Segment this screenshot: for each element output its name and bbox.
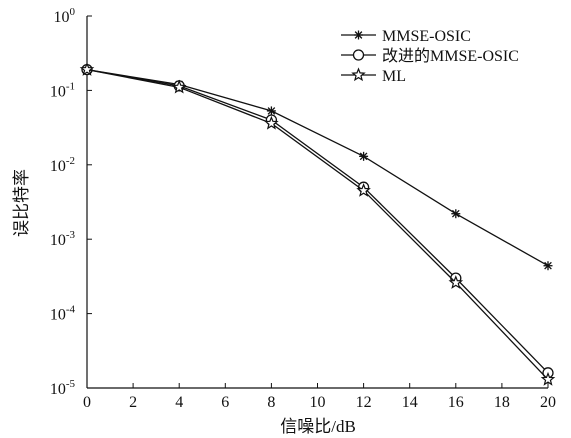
y-axis-label: 误比特率 [12, 169, 31, 237]
y-tick-label: 10-5 [50, 378, 76, 398]
star-marker-shape [448, 275, 464, 289]
x-tick-label: 20 [540, 394, 556, 411]
x-tick-label: 8 [267, 394, 275, 411]
asterisk-marker [354, 30, 363, 40]
star-marker-shape [356, 182, 371, 197]
series-line [86, 69, 549, 267]
ticks: 0 2 4 6 8 10 12 14 16 18 20 100 10-1 10-2 10-3 10-4 10-5 [50, 6, 556, 411]
y-tick-label: 10-4 [50, 304, 76, 324]
star-marker-shape [540, 371, 556, 386]
star-marker-shape [171, 79, 187, 94]
asterisk-stroke [544, 261, 552, 270]
x-tick-label: 18 [494, 394, 510, 411]
asterisk-marker [266, 106, 276, 116]
star-marker [448, 275, 464, 289]
star-marker [540, 371, 556, 386]
legend-entry: 改进的MMSE-OSIC [341, 47, 519, 65]
star-marker [79, 62, 95, 76]
legend-entry: ML [341, 67, 406, 85]
x-tick-label: 6 [221, 394, 229, 411]
asterisk-marker [359, 151, 369, 161]
x-tick-label: 16 [448, 394, 464, 411]
asterisk-stroke [354, 31, 363, 39]
axes [86, 16, 548, 389]
y-tick-label: 10-3 [50, 229, 76, 249]
x-axis-label: 信噪比/dB [280, 417, 356, 436]
y-tick-label: 10-1 [50, 80, 75, 100]
circle-marker-shape [352, 49, 365, 61]
series-line [86, 69, 549, 374]
star-marker [351, 67, 366, 82]
x-tick-label: 12 [356, 394, 372, 411]
asterisk-marker [543, 261, 553, 271]
star-marker [264, 115, 279, 130]
series [79, 62, 556, 386]
series-1 [82, 65, 553, 271]
circle-marker [352, 49, 365, 61]
star-marker [356, 182, 371, 197]
legend: MMSE-OSIC 改进的MMSE-OSIC ML [341, 28, 519, 85]
star-marker-shape [264, 115, 279, 130]
asterisk-stroke [451, 209, 460, 218]
series-2 [81, 64, 554, 379]
y-tick-label: 10-2 [50, 155, 75, 175]
star-marker [171, 79, 187, 94]
series-3 [79, 62, 556, 386]
x-tick-label: 0 [83, 394, 91, 411]
legend-entry: MMSE-OSIC [341, 28, 471, 45]
legend-label: 改进的MMSE-OSIC [382, 47, 519, 65]
star-marker-shape [351, 67, 366, 82]
x-tick-label: 10 [310, 394, 326, 411]
series-line [86, 69, 549, 380]
y-tick-label: 100 [54, 6, 76, 26]
x-tick-label: 4 [175, 394, 183, 411]
star-marker-shape [79, 62, 95, 76]
legend-label: ML [382, 68, 406, 85]
x-tick-label: 2 [129, 394, 137, 411]
asterisk-stroke [267, 107, 276, 115]
asterisk-stroke [359, 152, 368, 161]
legend-label: MMSE-OSIC [382, 28, 471, 45]
asterisk-marker [451, 209, 461, 219]
x-tick-label: 14 [402, 394, 418, 411]
